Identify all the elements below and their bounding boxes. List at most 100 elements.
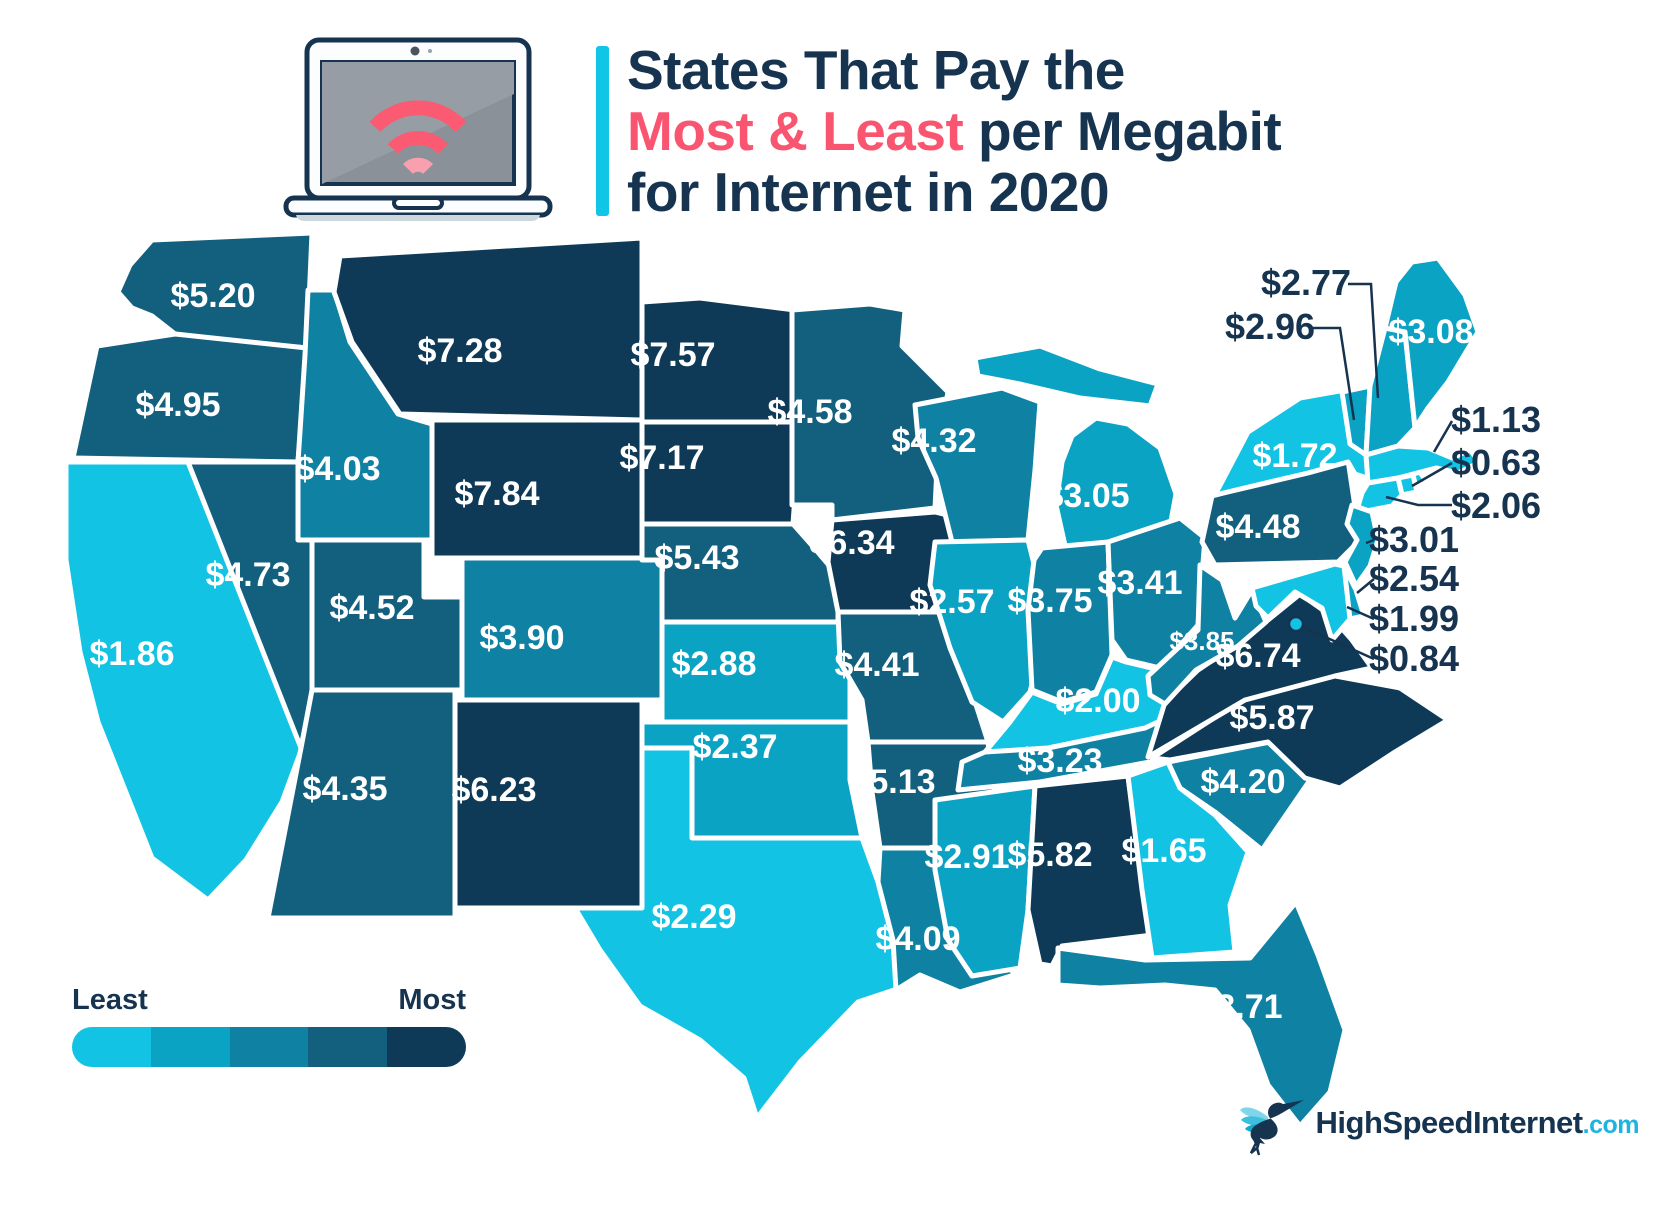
- callout-line-ri: [1411, 461, 1453, 488]
- color-legend: Least Most: [72, 984, 466, 1067]
- state-dc-callout-label: $0.84: [1369, 638, 1459, 679]
- callout-line-de: [1356, 578, 1375, 594]
- laptop-wifi-icon: [282, 34, 562, 230]
- state-nc-value-label: $5.87: [1229, 699, 1314, 737]
- legend-least-label: Least: [72, 984, 148, 1016]
- state-wa-value-label: $5.20: [170, 277, 255, 315]
- laptop-wifi-icon-svg: [283, 37, 553, 222]
- state-co-value-label: $3.90: [479, 619, 564, 657]
- state-tx: [572, 745, 903, 1121]
- state-mo-value-label: $4.41: [834, 646, 919, 684]
- state-nm-value-label: $6.23: [451, 771, 536, 809]
- state-ks-value-label: $2.88: [671, 645, 756, 683]
- laptop-base-shadow: [296, 215, 540, 222]
- state-mi-upper-peninsula: [972, 343, 1161, 409]
- callout-line-nh: [1348, 282, 1380, 399]
- state-shapes: [63, 230, 1483, 1129]
- state-de-callout-label: $2.54: [1369, 558, 1459, 599]
- brand-name: HighSpeedInternet: [1315, 1105, 1584, 1140]
- callout-line-dc: [1302, 625, 1375, 661]
- state-az: [265, 687, 458, 921]
- callout-line-nj: [1365, 538, 1375, 545]
- callout-line-ct: [1385, 495, 1452, 507]
- state-ct: [1353, 475, 1405, 516]
- legend-segment-3: [229, 1027, 309, 1067]
- state-dc-marker: [1287, 615, 1305, 633]
- state-wi-value-label: $4.32: [891, 422, 976, 460]
- state-ne-value-label: $5.43: [654, 539, 739, 577]
- state-nj-callout-label: $3.01: [1369, 519, 1459, 560]
- state-ut-value-label: $4.52: [329, 589, 414, 627]
- title-line3: for Internet in 2020: [627, 161, 1110, 223]
- state-tx-value-label: $2.29: [651, 898, 736, 936]
- hummingbird-icon: [1239, 1100, 1304, 1156]
- state-or-value-label: $4.95: [135, 386, 220, 424]
- state-az-value-label: $4.35: [302, 770, 387, 808]
- state-ny-value-label: $1.72: [1252, 437, 1337, 475]
- state-nv-value-label: $4.73: [205, 556, 290, 594]
- state-wv-value-label: $3.85: [1169, 626, 1234, 656]
- callout-lines: [1302, 282, 1454, 661]
- state-ar-value-label: $5.13: [850, 763, 935, 801]
- state-sd-value-label: $7.17: [619, 439, 704, 477]
- state-vt-callout-label: $2.96: [1225, 306, 1315, 347]
- brand-logo: HighSpeedInternet.com: [1238, 1087, 1640, 1159]
- state-id-value-label: $4.03: [295, 450, 380, 488]
- state-fl-value-label: $3.71: [1197, 988, 1282, 1026]
- state-mi-value-label: $3.05: [1044, 477, 1129, 515]
- state-md: [1249, 561, 1353, 643]
- state-al-value-label: $5.82: [1007, 836, 1092, 874]
- state-sc-value-label: $4.20: [1200, 763, 1285, 801]
- legend-most-label: Most: [398, 984, 466, 1016]
- state-mt-value-label: $7.28: [417, 332, 502, 370]
- wifi-arc-outer: [369, 100, 467, 133]
- legend-segment-4: [308, 1027, 388, 1067]
- state-il-value-label: $2.57: [909, 583, 994, 621]
- wing-feather-1: [1239, 1107, 1268, 1120]
- state-fl: [1055, 899, 1348, 1129]
- state-nd-value-label: $7.57: [630, 336, 715, 374]
- state-la-value-label: $4.09: [875, 920, 960, 958]
- callout-value-labels: $2.96 $2.77 $1.13 $0.63 $2.06 $3.01 $2.5…: [1225, 262, 1541, 679]
- header: States That Pay the Most & Least per Meg…: [0, 0, 1667, 230]
- state-oh-value-label: $3.41: [1097, 564, 1182, 602]
- state-me: [1382, 255, 1481, 431]
- state-in-value-label: $3.75: [1007, 582, 1092, 620]
- screen-sheen: [322, 62, 514, 184]
- state-wy-value-label: $7.84: [454, 475, 539, 513]
- bird-tail: [1249, 1136, 1260, 1156]
- state-mt: [331, 235, 645, 423]
- callout-line-md: [1346, 605, 1375, 621]
- title-line1: States That Pay the: [627, 39, 1125, 101]
- state-ma-callout-label: $1.13: [1451, 399, 1541, 440]
- title-accent-bar: [596, 46, 609, 216]
- state-pa-value-label: $4.48: [1215, 508, 1300, 546]
- state-ca-value-label: $1.86: [89, 635, 174, 673]
- state-tn-value-label: $3.23: [1017, 742, 1102, 780]
- laptop-notch: [392, 196, 444, 210]
- webcam-icon: [410, 46, 420, 56]
- state-va-value-label: $6.74: [1215, 637, 1300, 675]
- wifi-arc-inner: [403, 157, 433, 175]
- page-title: States That Pay the Most & Least per Meg…: [627, 40, 1447, 223]
- legend-segment-1: [72, 1027, 151, 1067]
- state-ms-value-label: $2.91: [924, 838, 1009, 876]
- legend-segment-5: [387, 1027, 466, 1067]
- state-me-value-label: $3.08: [1388, 313, 1473, 351]
- legend-gradient-bar: [72, 1027, 466, 1067]
- brand-tld: .com: [1582, 1111, 1640, 1139]
- state-md-callout-label: $1.99: [1369, 598, 1459, 639]
- callout-line-ma: [1432, 420, 1454, 453]
- state-ky-value-label: $2.00: [1055, 682, 1140, 720]
- title-line2-rest: per Megabit: [963, 100, 1282, 162]
- wifi-arc-middle: [387, 131, 449, 155]
- state-ia-value-label: $6.34: [809, 524, 894, 562]
- state-nh-callout-label: $2.77: [1261, 262, 1351, 303]
- state-ri-callout-label: $0.63: [1451, 442, 1541, 483]
- state-ok-value-label: $2.37: [692, 728, 777, 766]
- callout-line-vt: [1312, 326, 1356, 421]
- webcam-led: [428, 49, 432, 53]
- state-ga-value-label: $1.65: [1121, 832, 1206, 870]
